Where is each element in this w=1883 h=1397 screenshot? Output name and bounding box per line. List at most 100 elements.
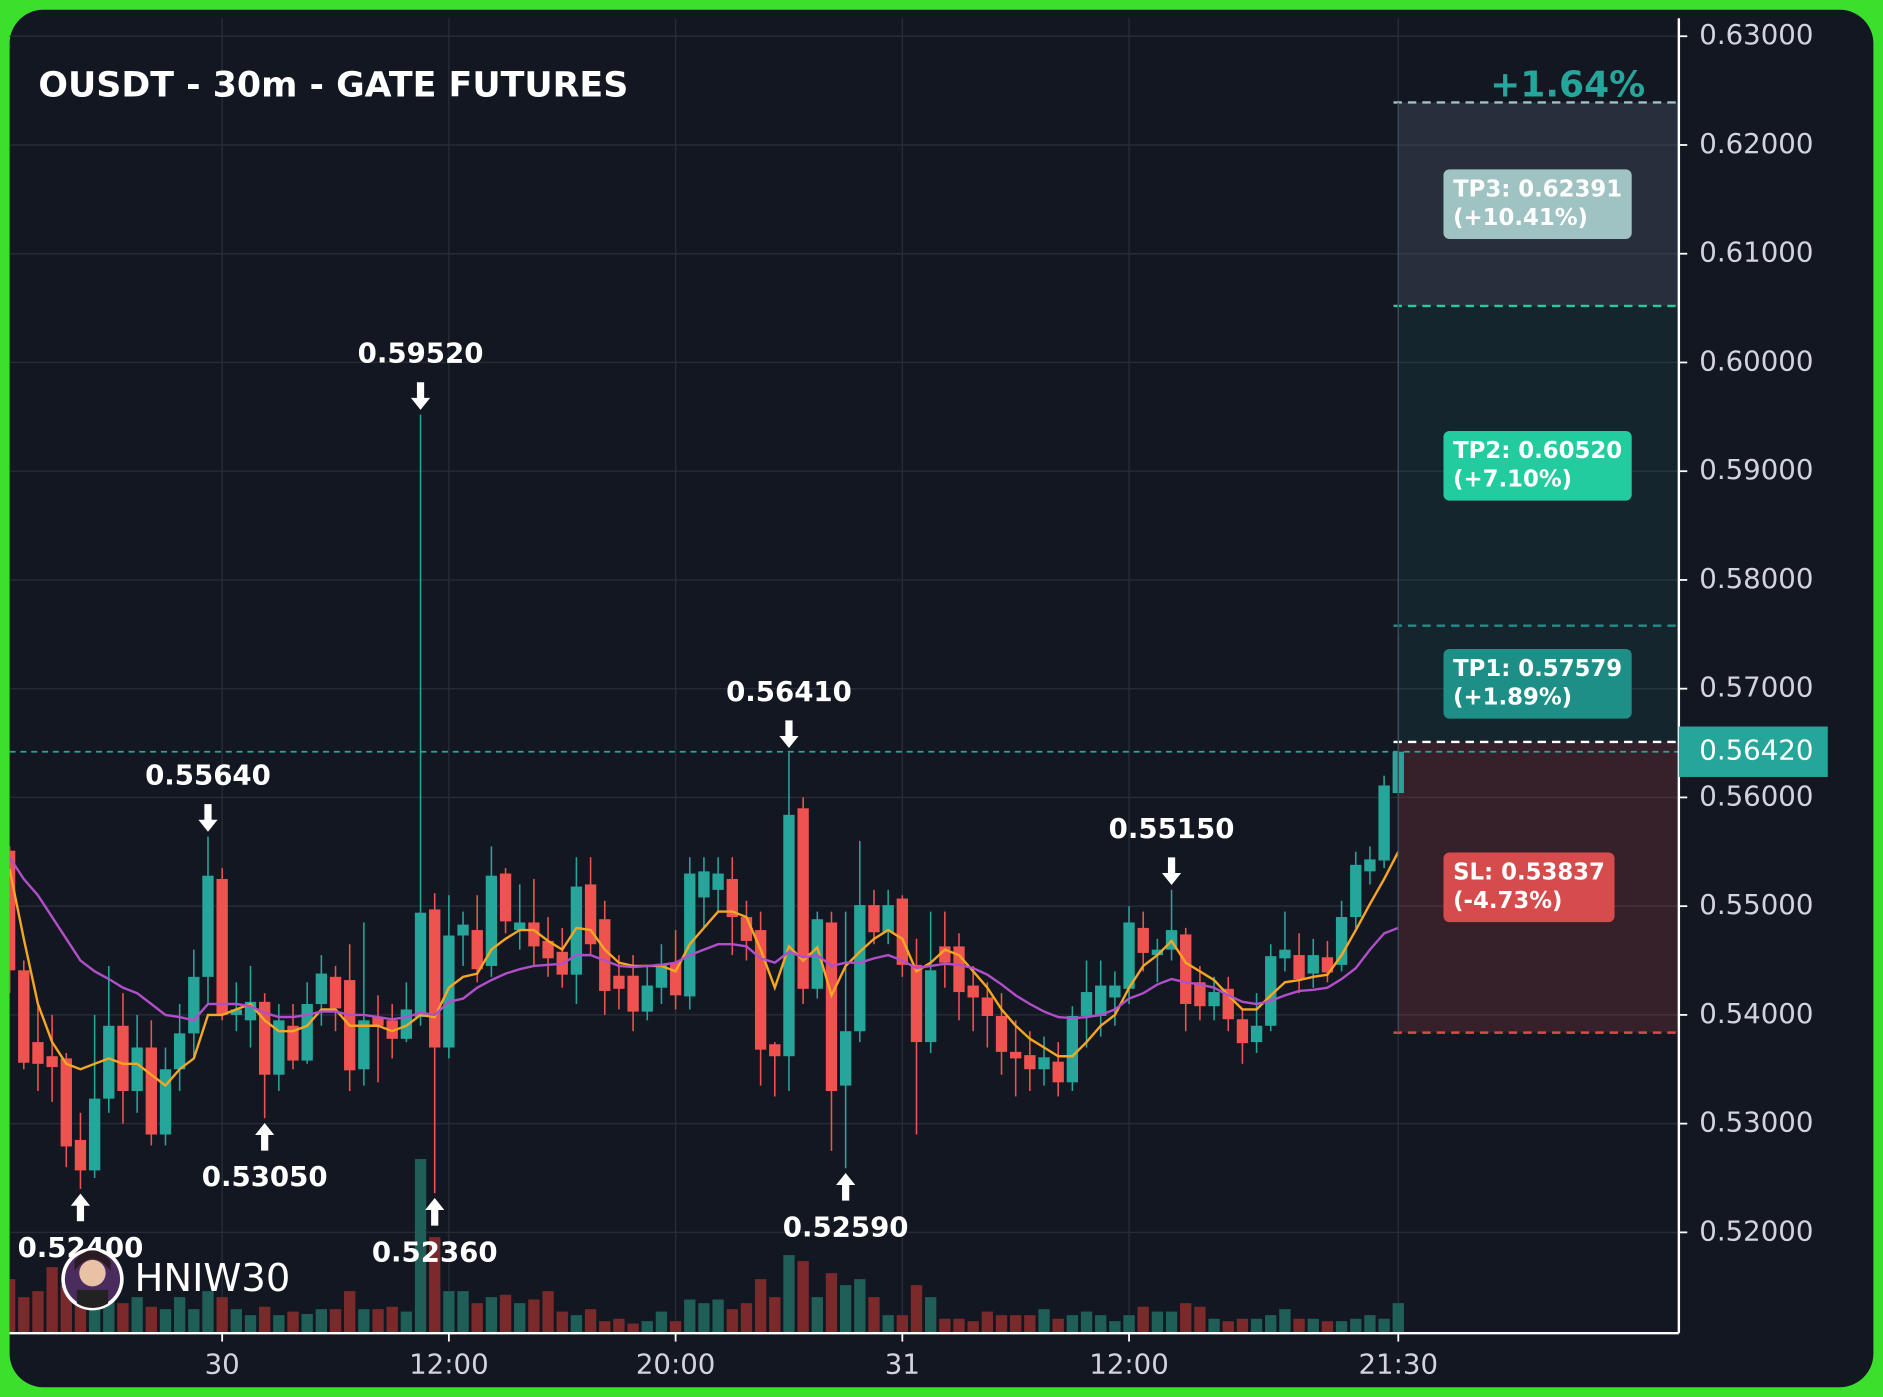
volume-bar [1137, 1306, 1149, 1334]
volume-bar [1321, 1321, 1334, 1334]
avatar-hair [74, 1250, 111, 1271]
panel [9, 9, 1874, 1388]
level-label: TP1: 0.57579 [1453, 656, 1622, 682]
candle-body [1208, 992, 1220, 1007]
candle-body [1236, 1019, 1249, 1044]
annotation-arrow [425, 1198, 445, 1226]
candle-body [9, 850, 16, 971]
y-tick-label: 0.55000 [1699, 888, 1813, 921]
y-tick-label: 0.61000 [1699, 236, 1813, 269]
annotation-arrow [1161, 857, 1182, 886]
volume-bar [173, 1297, 186, 1334]
candle-body [443, 935, 455, 1048]
candle-body [159, 1069, 172, 1135]
candle-body [981, 997, 994, 1016]
candle-body [1123, 922, 1135, 989]
candle-body [910, 964, 923, 1043]
level-label: TP3: 0.62391 [1453, 176, 1622, 202]
volume-bar [301, 1313, 313, 1334]
candle-body [1378, 785, 1390, 861]
candle-body [655, 963, 668, 988]
candle-body [145, 1047, 157, 1135]
candle-body [216, 878, 228, 1015]
annotation-arrow [836, 1173, 856, 1201]
avatar-face [79, 1259, 106, 1287]
volume-bar [1010, 1315, 1022, 1334]
candle-body [797, 808, 809, 989]
x-tick-label: 12:00 [1089, 1348, 1169, 1381]
candle-body [131, 1047, 143, 1092]
volume-bar [1335, 1321, 1348, 1334]
volume-bar [372, 1309, 384, 1334]
volume-bar [386, 1306, 398, 1334]
candle-body [1279, 949, 1291, 959]
candle-body [1180, 934, 1192, 1005]
avatar-body [76, 1289, 109, 1308]
annotation-label: 0.55150 [1109, 812, 1235, 845]
y-tick-label: 0.58000 [1699, 562, 1813, 595]
level-change: (+1.89%) [1453, 685, 1572, 711]
candle-body [429, 909, 441, 1048]
candle-body [1010, 1051, 1022, 1059]
volume-bar [1052, 1318, 1064, 1334]
volume-bar [924, 1297, 937, 1334]
candle-body [839, 1031, 852, 1086]
candle-body [783, 814, 795, 1057]
annotation-arrow [255, 1122, 275, 1151]
volume-bar [995, 1315, 1008, 1334]
candle-body [882, 905, 894, 933]
volume-bar [556, 1311, 568, 1334]
volume-bar [981, 1311, 994, 1334]
volume-bar [1250, 1318, 1263, 1334]
volume-bar [839, 1285, 852, 1334]
candle-body [1052, 1061, 1064, 1083]
candle-body [514, 922, 526, 931]
volume-bar [825, 1273, 838, 1334]
candle-body [953, 946, 965, 993]
volume-bar [1180, 1303, 1192, 1334]
volume-bar [1350, 1318, 1362, 1334]
y-tick-label: 0.56000 [1699, 779, 1813, 812]
candle-body [386, 1020, 398, 1039]
volume-bar [514, 1303, 526, 1334]
candle-body [1364, 859, 1376, 872]
volume-bar [230, 1309, 242, 1334]
volume-bar [329, 1309, 342, 1334]
volume-bar [868, 1297, 880, 1334]
candle-body [287, 1025, 299, 1061]
volume-bar [273, 1315, 285, 1334]
y-tick-label: 0.52000 [1699, 1214, 1813, 1247]
volume-bar [599, 1321, 611, 1334]
volume-bar [287, 1311, 299, 1334]
annotation-label: 0.52360 [372, 1235, 498, 1268]
volume-bar [315, 1309, 328, 1334]
level-box [1443, 169, 1632, 240]
volume-bar [669, 1321, 682, 1334]
volume-bar [1279, 1309, 1291, 1334]
volume-bar [811, 1297, 823, 1334]
volume-bar [60, 1285, 72, 1334]
volume-bar [1307, 1318, 1319, 1334]
last-price-label: 0.56420 [1699, 734, 1813, 767]
candle-body [471, 930, 483, 970]
volume-bar [485, 1297, 498, 1334]
candle-body [88, 1098, 101, 1171]
volume-bar [103, 1285, 115, 1334]
candle-body [712, 873, 724, 890]
grid [9, 18, 1679, 1334]
volume-bar [939, 1318, 951, 1334]
volume-bar [1194, 1306, 1206, 1334]
annotation-arrow [198, 804, 218, 832]
x-tick-label: 30 [205, 1348, 240, 1381]
volume-bar [698, 1303, 710, 1334]
candle-body [173, 1033, 186, 1070]
volume-bar [726, 1309, 738, 1334]
candle-body [1024, 1055, 1036, 1070]
volume-bar [641, 1321, 653, 1334]
volume-bar [613, 1318, 625, 1334]
annotation-label: 0.56410 [726, 675, 852, 708]
candle-body [896, 898, 908, 965]
candle-body [1307, 955, 1319, 974]
candle-body [457, 924, 469, 936]
volume-bar [542, 1291, 554, 1334]
